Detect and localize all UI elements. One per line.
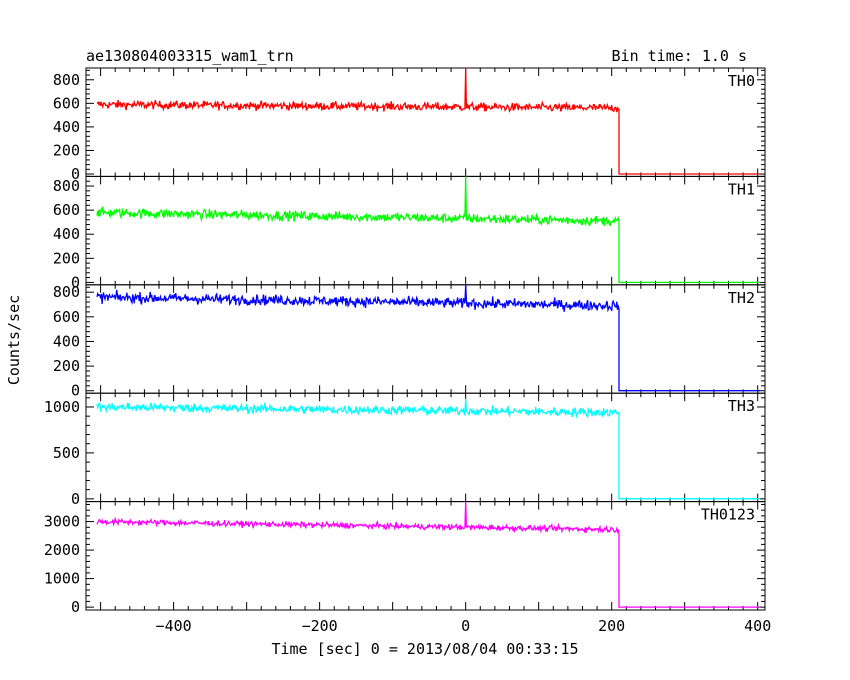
- y-tick-label-th3: 0: [71, 490, 80, 508]
- bin-time-label: Bin time: 1.0 s: [612, 47, 747, 65]
- series-line-th0123: [96, 501, 760, 608]
- y-tick-label-th2: 800: [53, 283, 80, 301]
- series-line-th0: [96, 67, 760, 175]
- y-tick-label-th3: 1000: [44, 398, 80, 416]
- y-tick-label-th2: 600: [53, 308, 80, 326]
- y-tick-label-th0123: 3000: [44, 513, 80, 531]
- y-axis-label: Counts/sec: [5, 295, 23, 385]
- x-tick-label: −400: [156, 617, 192, 635]
- chart-title: ae130804003315_wam1_trn: [86, 47, 294, 65]
- y-tick-label-th0123: 2000: [44, 541, 80, 559]
- x-tick-label: 200: [598, 617, 625, 635]
- panel-frame-th0123: [85, 501, 766, 611]
- y-tick-label-th2: 200: [53, 357, 80, 375]
- y-tick-label-th0: 600: [53, 94, 80, 112]
- y-tick-label-th1: 400: [53, 225, 80, 243]
- series-line-th3: [96, 398, 760, 500]
- y-tick-label-th1: 200: [53, 249, 80, 267]
- y-tick-label-th0: 200: [53, 141, 80, 159]
- series-line-th2: [96, 284, 760, 392]
- x-tick-label: 0: [461, 617, 470, 635]
- y-tick-label-th3: 500: [53, 444, 80, 462]
- y-tick-label-th1: 0: [71, 273, 80, 291]
- panels-group: 0 200 400 600 800 TH0 0 200 400 600 800 TH1 0 200 400 6…: [44, 67, 771, 635]
- panel-frame-th1: [85, 175, 766, 286]
- y-tick-label-th2: 400: [53, 332, 80, 350]
- series-label-th0123: TH0123: [701, 506, 755, 524]
- series-label-th3: TH3: [728, 397, 755, 415]
- y-tick-label-th0: 0: [71, 165, 80, 183]
- y-tick-label-th0: 400: [53, 118, 80, 136]
- y-tick-label-th2: 0: [71, 382, 80, 400]
- y-tick-label-th0123: 1000: [44, 570, 80, 588]
- x-axis-label: Time [sec] 0 = 2013/08/04 00:33:15: [271, 640, 578, 658]
- y-tick-label-th1: 800: [53, 177, 80, 195]
- series-line-th1: [96, 176, 760, 284]
- y-tick-label-th1: 600: [53, 201, 80, 219]
- x-tick-label: 400: [744, 617, 771, 635]
- series-label-th2: TH2: [728, 289, 755, 307]
- panel-frame-th0: [85, 67, 766, 177]
- y-tick-label-th0: 800: [53, 71, 80, 89]
- series-label-th0: TH0: [728, 72, 755, 90]
- series-label-th1: TH1: [728, 180, 755, 198]
- x-tick-label: −200: [302, 617, 338, 635]
- y-tick-label-th0123: 0: [71, 598, 80, 616]
